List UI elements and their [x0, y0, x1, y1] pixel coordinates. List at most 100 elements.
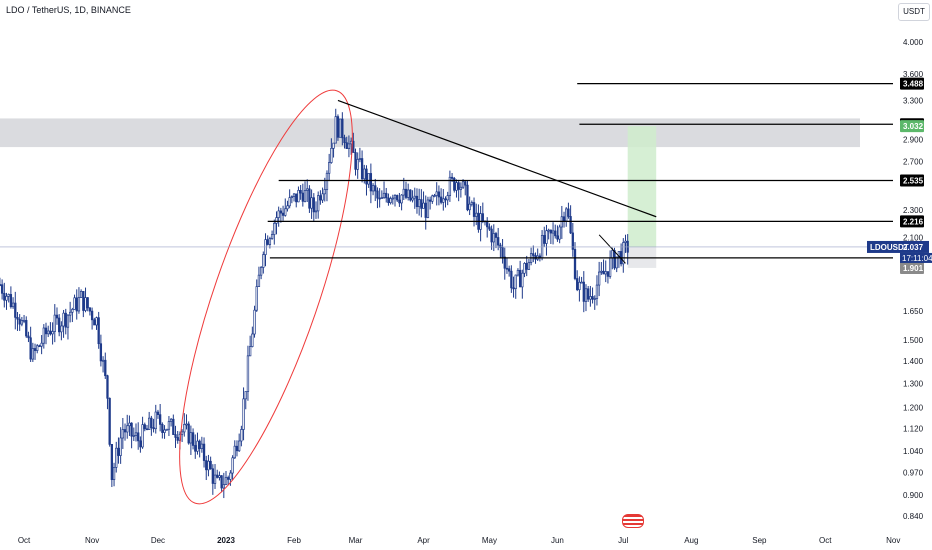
- candle-body: [66, 314, 70, 328]
- candle-body: [549, 229, 553, 234]
- time-tick: Aug: [684, 536, 698, 545]
- candle-body: [139, 440, 142, 448]
- price-tick: 3.600: [903, 70, 924, 79]
- candle-body: [578, 281, 581, 291]
- candle-body: [180, 431, 184, 435]
- candle-body: [514, 274, 517, 289]
- candle-body: [119, 437, 122, 456]
- candle-body: [516, 269, 520, 276]
- candle-body: [262, 254, 265, 268]
- candle-body: [428, 199, 432, 202]
- time-tick: Jul: [618, 536, 628, 545]
- candle-body: [571, 232, 574, 250]
- time-tick: Jun: [551, 536, 564, 545]
- candle-body: [40, 342, 43, 347]
- candle-body: [31, 348, 34, 360]
- candle-body: [130, 422, 133, 437]
- candle-body: [281, 212, 285, 216]
- candle-body: [251, 333, 254, 347]
- price-tick: 1.040: [903, 447, 924, 456]
- candle-body: [299, 190, 302, 194]
- candle-body: [446, 195, 449, 201]
- candle-body: [132, 434, 135, 437]
- candle-body: [134, 432, 138, 436]
- candle-body: [444, 198, 447, 201]
- time-tick: Oct: [18, 536, 31, 545]
- candle-body: [95, 317, 98, 326]
- candle-body: [341, 118, 344, 139]
- candle-body: [277, 210, 280, 218]
- candle-body: [238, 440, 241, 452]
- candle-body: [126, 425, 129, 433]
- candle-body: [492, 233, 495, 243]
- candle-body: [435, 191, 438, 196]
- candle-body: [545, 230, 548, 244]
- candle-body: [207, 460, 210, 471]
- candle-body: [565, 208, 568, 222]
- candle-body: [349, 140, 353, 145]
- candle-body: [468, 203, 471, 211]
- candle-body: [378, 197, 381, 200]
- price-tick: 2.900: [903, 136, 924, 145]
- candle-body: [194, 445, 197, 452]
- candle-body: [306, 188, 309, 191]
- candle-body: [437, 191, 441, 198]
- candle-body: [159, 414, 162, 425]
- candle-body: [426, 199, 430, 218]
- candle-body: [25, 319, 28, 337]
- candle-body: [292, 193, 296, 197]
- price-tick: 1.120: [903, 425, 924, 434]
- candle-body: [18, 318, 21, 325]
- price-tick: 2.300: [903, 206, 924, 215]
- candle-body: [97, 317, 100, 345]
- candle-body: [380, 197, 383, 199]
- candle-body: [622, 242, 625, 265]
- candle-body: [396, 195, 399, 201]
- candle-body: [501, 247, 504, 258]
- candle-body: [69, 311, 72, 316]
- candle-body: [295, 193, 298, 203]
- candle-body: [457, 182, 460, 190]
- price-tick: 0.900: [903, 491, 924, 500]
- candle-body: [27, 335, 30, 339]
- candle-body: [411, 197, 414, 201]
- price-tick: 1.500: [903, 336, 924, 345]
- candle-body: [227, 477, 230, 480]
- level-label: 3.488: [900, 77, 924, 90]
- candle-body: [279, 210, 283, 214]
- candle-body: [415, 195, 419, 208]
- candle-body: [163, 429, 166, 433]
- candle-body: [110, 444, 114, 480]
- candle-body: [332, 142, 335, 149]
- price-tick: 3.300: [903, 96, 924, 105]
- candle-body: [481, 213, 484, 222]
- currency-selector[interactable]: USDT: [898, 3, 930, 21]
- candle-body: [356, 159, 359, 170]
- candle-body: [587, 288, 590, 300]
- candle-body: [525, 263, 528, 270]
- price-tick: 1.300: [903, 379, 924, 388]
- candle-body: [84, 297, 87, 311]
- candle-body: [470, 202, 473, 205]
- candle-body: [233, 445, 236, 459]
- candle-body: [49, 330, 52, 335]
- candle-body: [532, 253, 535, 256]
- candle-body: [64, 312, 67, 328]
- countdown-text: 17:11:04: [902, 254, 932, 263]
- time-tick: May: [482, 536, 497, 545]
- candle-body: [288, 197, 291, 207]
- candle-body: [58, 317, 61, 333]
- time-axis: Oct Nov Dec 2023 Feb Mar Apr May Jun Jul Aug Sep Oct…: [18, 536, 901, 545]
- candle-body: [235, 445, 239, 452]
- candle-body: [108, 397, 111, 445]
- candle-body: [360, 158, 364, 180]
- candle-body: [398, 199, 401, 204]
- candle-body: [5, 295, 8, 301]
- candle-body: [576, 278, 579, 291]
- candle-body: [385, 192, 388, 199]
- time-tick: Sep: [752, 536, 767, 545]
- time-tick: Nov: [886, 536, 900, 545]
- candle-body: [121, 429, 124, 439]
- us-flag-icon[interactable]: [622, 514, 644, 528]
